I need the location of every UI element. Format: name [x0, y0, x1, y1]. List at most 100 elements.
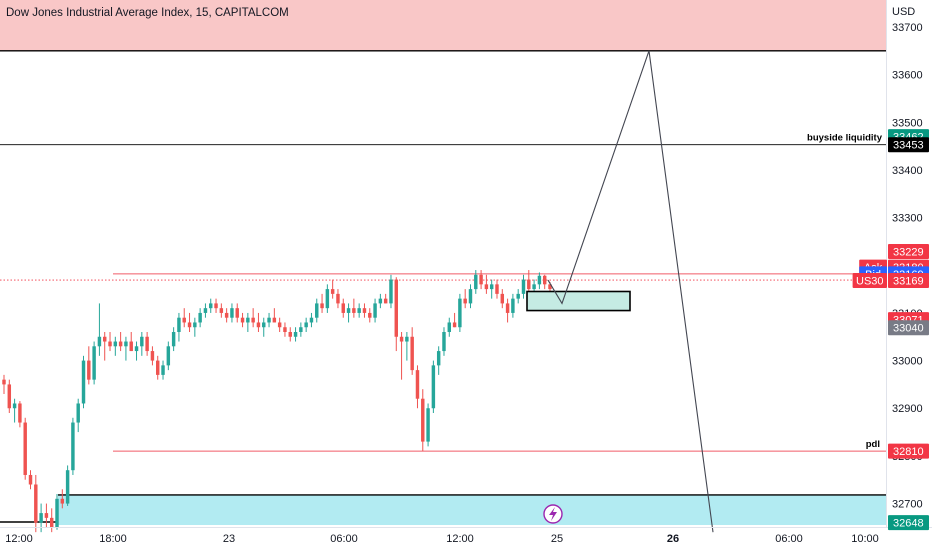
- candle: [394, 277, 398, 352]
- candle-body: [283, 327, 287, 332]
- candle: [346, 303, 351, 323]
- candle: [447, 317, 452, 337]
- candle-body: [373, 303, 377, 318]
- y-tick-label: 33400: [892, 165, 923, 177]
- buyside-liquidity-label: buyside liquidity: [807, 133, 883, 144]
- lightning-icon-bolt: [549, 507, 557, 521]
- price-badge-value: 33453: [893, 140, 924, 152]
- candle: [458, 293, 462, 332]
- candle: [87, 346, 91, 385]
- candle: [171, 327, 176, 352]
- candle-body: [383, 298, 388, 304]
- candle-body: [325, 289, 330, 309]
- candle: [272, 308, 277, 323]
- candle: [118, 331, 123, 352]
- candle-body: [309, 317, 314, 323]
- candle: [315, 298, 319, 323]
- candle: [405, 331, 409, 361]
- chart-title: Dow Jones Industrial Average Index, 15, …: [6, 7, 289, 19]
- candle-body: [12, 403, 17, 409]
- supply-zone: [0, 0, 886, 51]
- candle: [500, 289, 505, 309]
- candle-body: [246, 317, 250, 323]
- candle: [421, 389, 425, 452]
- candle-body: [548, 284, 552, 290]
- candle-body: [368, 312, 372, 318]
- lightning-icon[interactable]: [543, 504, 563, 524]
- candle-body: [92, 346, 96, 380]
- candle-body: [97, 336, 102, 347]
- candle-body: [452, 322, 457, 328]
- candle: [71, 417, 75, 475]
- price-badge-bg: [888, 243, 929, 259]
- candle: [203, 303, 208, 318]
- candle-body: [18, 403, 22, 423]
- candle: [156, 355, 160, 380]
- candle-body: [442, 331, 446, 352]
- candle: [505, 298, 510, 323]
- candle: [352, 298, 356, 318]
- candle-body: [542, 275, 547, 285]
- candle-body: [505, 303, 510, 313]
- candle: [145, 331, 149, 356]
- candle-body: [34, 484, 38, 523]
- candle-body: [55, 498, 59, 528]
- candle-body: [532, 284, 536, 290]
- candle-body: [304, 322, 308, 328]
- candle: [399, 331, 404, 380]
- y-tick-label: 33600: [892, 70, 923, 82]
- candle: [267, 312, 271, 328]
- candle-body: [219, 308, 224, 313]
- candle-body: [500, 293, 505, 304]
- candle: [277, 317, 282, 332]
- price-badge: 33453: [888, 137, 929, 153]
- candle-body: [267, 317, 271, 323]
- candle-body: [251, 317, 255, 323]
- candle-body: [378, 298, 383, 304]
- y-tick-label: 33700: [892, 22, 923, 34]
- x-tick-label: 18:00: [99, 533, 127, 545]
- candle: [2, 374, 6, 394]
- candle-body: [161, 365, 165, 375]
- candle: [97, 303, 102, 356]
- price-badge-tag: [852, 273, 887, 289]
- candle: [161, 360, 165, 380]
- candle: [304, 317, 308, 332]
- candle: [102, 331, 107, 361]
- candle-body: [2, 379, 6, 385]
- candle-body: [140, 336, 144, 347]
- candle-body: [484, 284, 489, 290]
- x-tick-label: 10:00: [851, 533, 879, 545]
- candle: [262, 317, 266, 337]
- candle: [60, 489, 65, 509]
- candle-body: [288, 331, 292, 337]
- candle-body: [60, 498, 65, 504]
- candle: [124, 336, 128, 361]
- candle: [55, 494, 59, 530]
- candle-body: [537, 275, 542, 285]
- candle: [521, 274, 526, 299]
- candle: [511, 293, 515, 318]
- candle-body: [431, 365, 436, 409]
- candle-body: [315, 303, 319, 318]
- candle-body: [458, 298, 462, 328]
- candle-body: [81, 360, 86, 404]
- candle: [389, 274, 393, 309]
- x-tick-label: 12:00: [5, 533, 33, 545]
- candle-body: [7, 384, 12, 409]
- candle: [325, 284, 330, 313]
- candle-body: [299, 327, 303, 332]
- candle: [527, 270, 531, 294]
- projection-path[interactable]: [547, 50, 714, 533]
- candle-body: [421, 398, 425, 442]
- y-tick-label: 33500: [892, 117, 923, 129]
- candle-body: [145, 336, 149, 352]
- entry-box[interactable]: [526, 290, 631, 312]
- candle: [474, 270, 478, 294]
- candle-body: [399, 336, 404, 342]
- candle: [415, 365, 420, 409]
- candle-body: [87, 360, 91, 380]
- price-badge-value: 32648: [893, 518, 924, 530]
- candle-body: [108, 341, 112, 347]
